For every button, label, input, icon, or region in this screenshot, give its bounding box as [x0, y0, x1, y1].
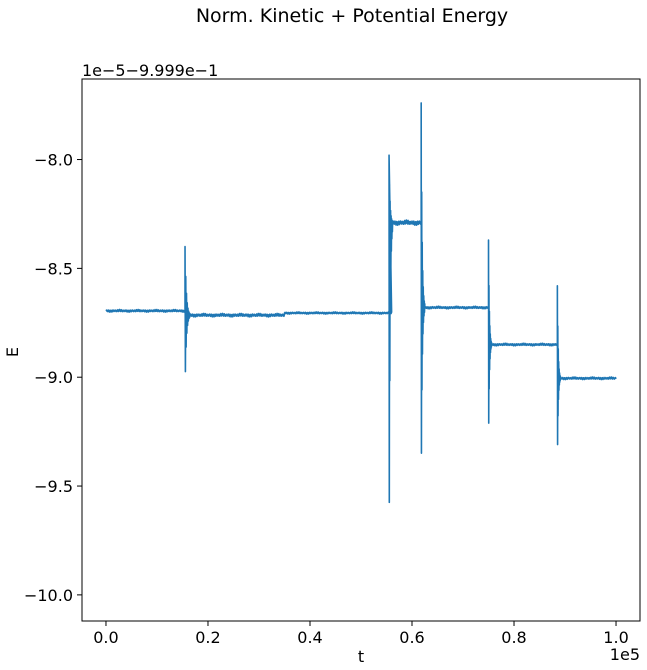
axes-frame [81, 78, 641, 622]
y-tick-label: −10.0 [24, 586, 73, 605]
x-tick-label: 0.2 [195, 628, 220, 647]
x-tick-label: 0.6 [399, 628, 424, 647]
y-tick-label: −8.5 [34, 259, 73, 278]
energy-series-line [105, 102, 617, 504]
y-axis-offset-text: 1e−5−9.999e−1 [82, 61, 218, 80]
y-tick-label: −8.0 [34, 151, 73, 170]
x-axis-offset-text: 1e5 [610, 645, 640, 664]
chart-title: Norm. Kinetic + Potential Energy [196, 5, 508, 27]
x-tick-label: 0.4 [297, 628, 322, 647]
x-tick-label: 0.0 [93, 628, 118, 647]
y-axis-label: E [3, 347, 22, 357]
x-tick-label: 0.8 [501, 628, 526, 647]
axis-ticks: 0.0 0.2 0.4 0.6 0.8 1.0 −8.0 −8.5 −9.0 −9.5 −10.0 [24, 151, 629, 647]
x-tick-label: 1.0 [603, 628, 628, 647]
y-tick-label: −9.0 [34, 368, 73, 387]
x-axis-label: t [358, 647, 364, 666]
plot-area [105, 102, 617, 504]
y-tick-label: −9.5 [34, 477, 73, 496]
